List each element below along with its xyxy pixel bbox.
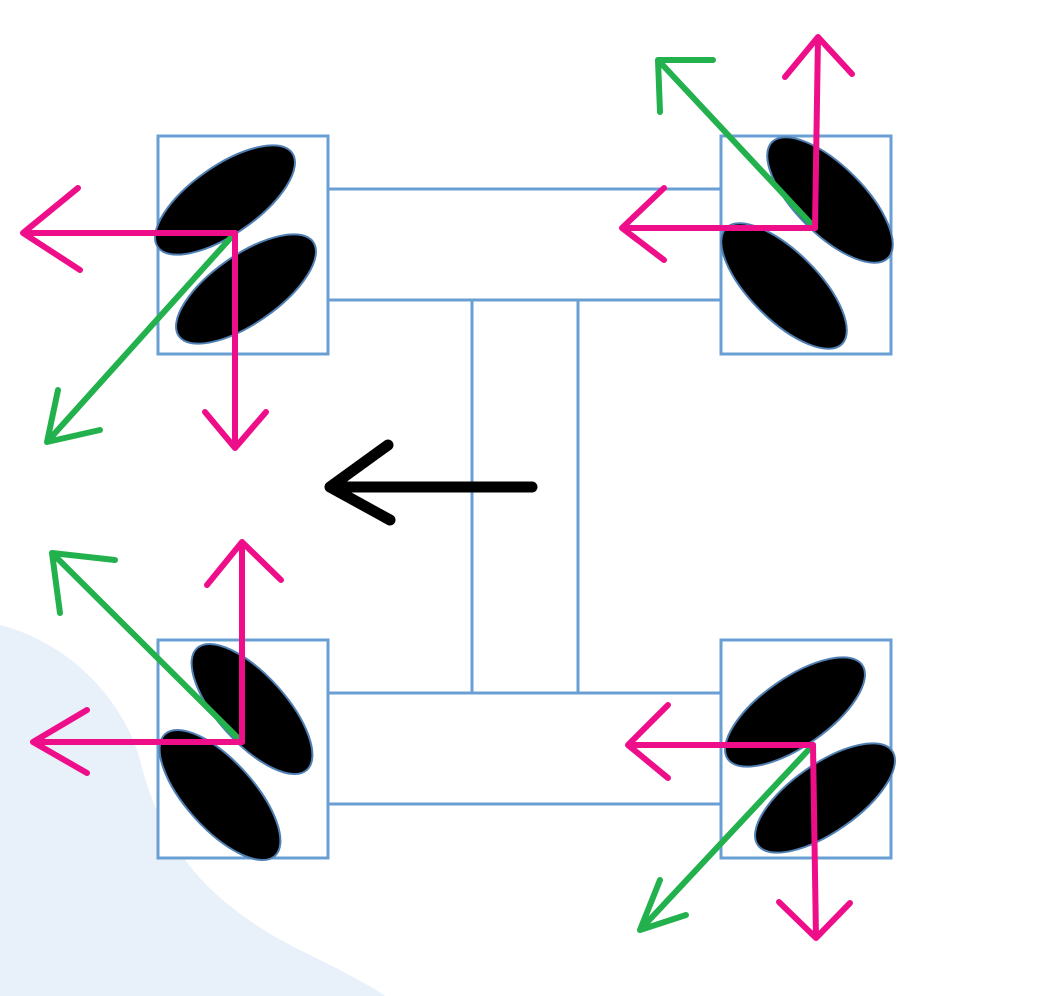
wheel-rear-left xyxy=(140,625,332,878)
front-axle-bar xyxy=(328,189,721,300)
motion-direction-arrow xyxy=(330,445,532,520)
center-spine xyxy=(472,300,578,693)
force-vectors-front-right xyxy=(622,37,852,260)
wheel-rear-right xyxy=(708,637,911,873)
wheel-front-right xyxy=(702,118,912,368)
